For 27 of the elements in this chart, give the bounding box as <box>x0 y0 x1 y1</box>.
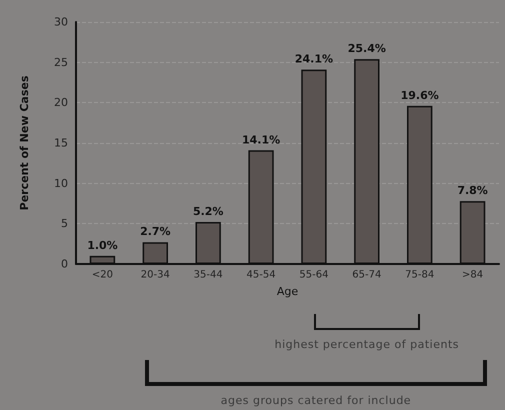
data-label: 7.8% <box>457 184 488 198</box>
y-tick-label: 0 <box>61 258 68 270</box>
text: ages groups catered for include <box>220 394 412 407</box>
y-axis-title: Percent of New Cases <box>18 75 31 210</box>
data-label: 14.1% <box>242 133 280 146</box>
text: highest percentage of patients <box>274 338 460 351</box>
data-label: 2.7% <box>140 225 171 238</box>
y-tick-label: 30 <box>54 16 68 28</box>
data-label: 25.4% <box>348 42 386 56</box>
x-tick-label: 65-74 <box>352 270 382 280</box>
data-label: 1.0% <box>87 238 118 252</box>
y-tick-label: 15 <box>54 136 68 150</box>
y-tick-label: 5 <box>61 217 68 230</box>
y-tick-label: 10 <box>54 176 68 190</box>
x-tick-label: 45-54 <box>246 270 276 280</box>
x-tick-label: >84 <box>462 270 484 280</box>
y-tick-label: 20 <box>54 96 68 110</box>
data-label: 5.2% <box>192 205 224 218</box>
y-tick-label: 25 <box>54 56 68 69</box>
x-tick-label: <20 <box>92 270 113 280</box>
x-tick-label: 20-34 <box>140 270 170 280</box>
data-label: 24.1% <box>294 52 334 66</box>
x-axis-title: Age <box>276 285 298 298</box>
data-label: 19.6% <box>400 88 439 102</box>
x-tick-label: 35-44 <box>194 270 223 280</box>
x-tick-label: 55-64 <box>299 270 328 280</box>
x-tick-label: 75-84 <box>405 270 434 280</box>
